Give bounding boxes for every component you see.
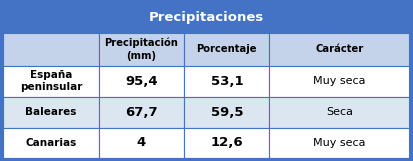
Bar [99, 128, 184, 158]
Text: Carácter: Carácter [316, 44, 364, 54]
Text: 95,4: 95,4 [125, 75, 158, 88]
Text: 12,6: 12,6 [211, 137, 243, 149]
Bar [270, 97, 410, 128]
Bar [3, 33, 99, 66]
Text: Muy seca: Muy seca [313, 76, 366, 86]
Bar [270, 128, 410, 158]
Bar [99, 33, 184, 66]
Bar [99, 66, 184, 97]
Bar [99, 97, 184, 128]
Bar [270, 33, 410, 66]
Text: 53,1: 53,1 [211, 75, 243, 88]
Text: Baleares: Baleares [25, 107, 77, 117]
Bar [184, 66, 270, 97]
Bar [184, 33, 270, 66]
Bar [3, 97, 99, 128]
Text: Muy seca: Muy seca [313, 138, 366, 148]
Bar [270, 66, 410, 97]
Bar [3, 128, 99, 158]
Bar [3, 2, 410, 33]
Text: 4: 4 [137, 137, 146, 149]
Text: Canarias: Canarias [26, 138, 77, 148]
Text: 67,7: 67,7 [125, 106, 158, 118]
Bar [184, 128, 270, 158]
Text: Porcentaje: Porcentaje [197, 44, 257, 54]
Text: Precipitaciones: Precipitaciones [149, 11, 264, 24]
Text: Seca: Seca [326, 107, 353, 117]
Text: España
peninsular: España peninsular [20, 70, 82, 92]
Text: Precipitación
(mm): Precipitación (mm) [104, 38, 178, 61]
Bar [3, 66, 99, 97]
Bar [184, 97, 270, 128]
Text: 59,5: 59,5 [211, 106, 243, 118]
